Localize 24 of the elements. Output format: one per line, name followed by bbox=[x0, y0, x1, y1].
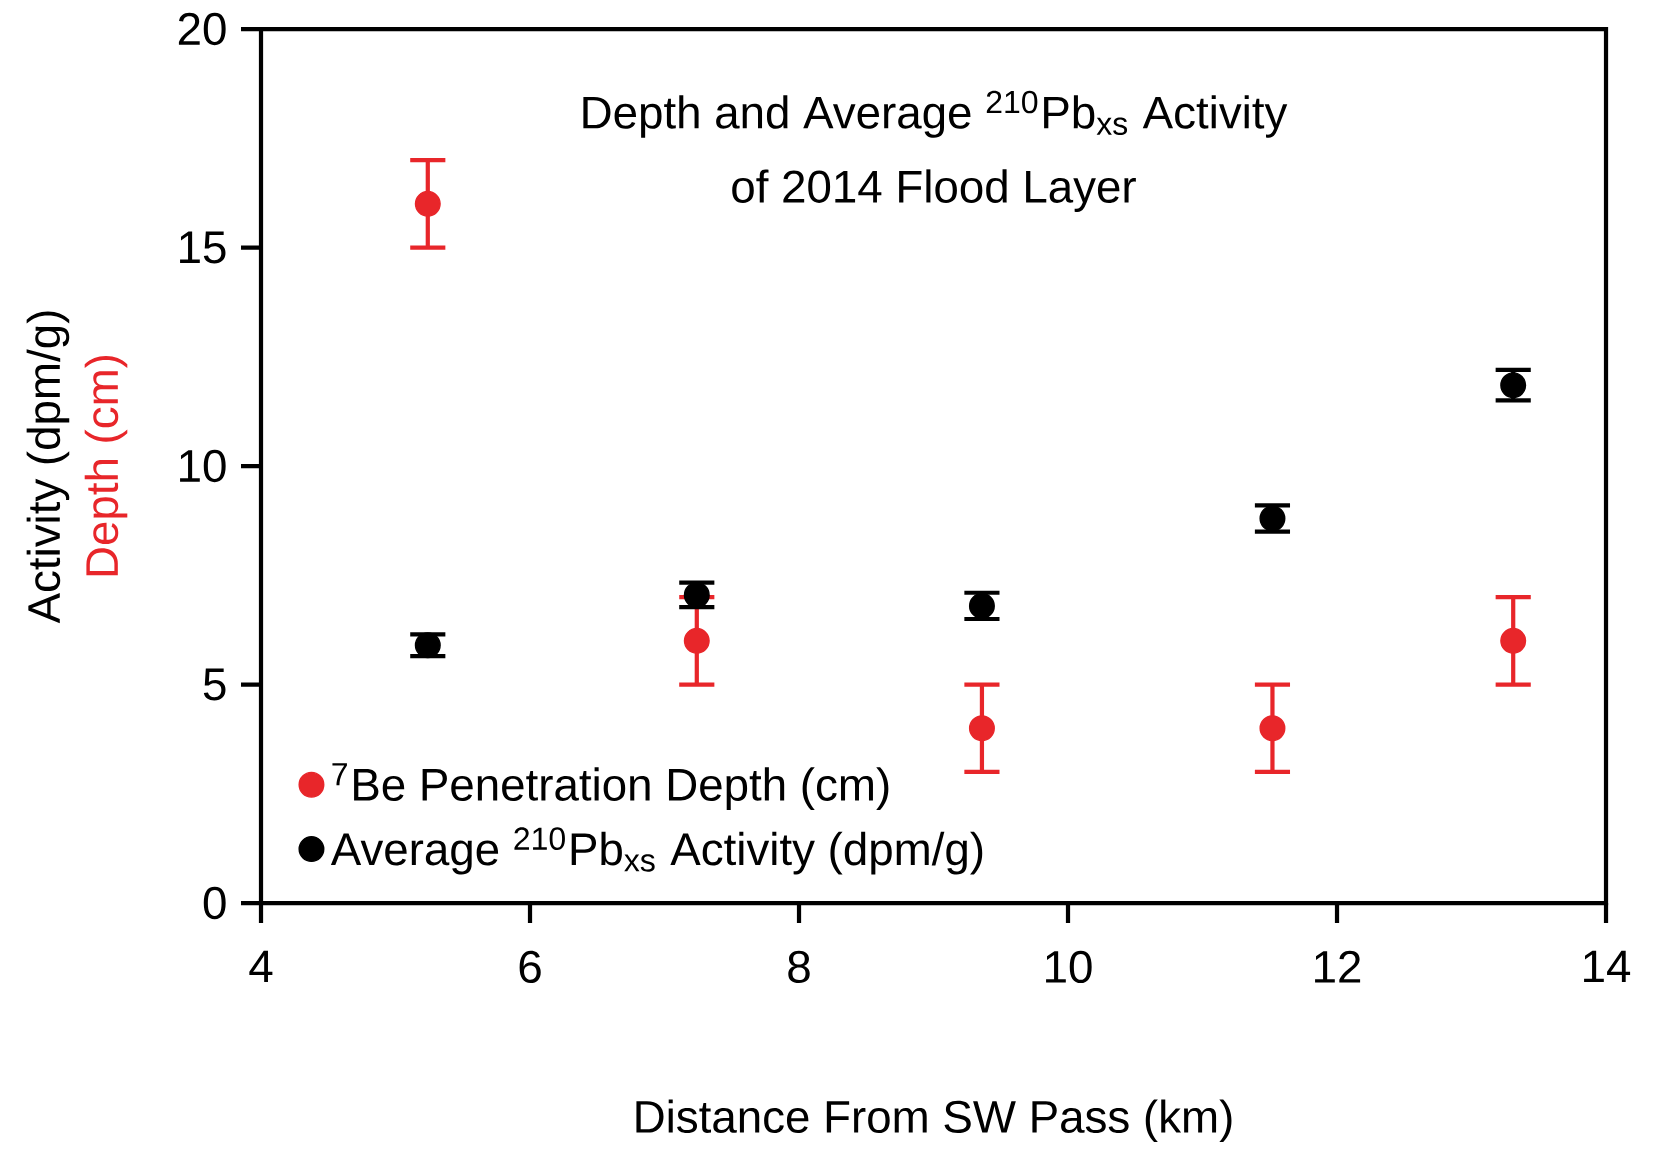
y-tick-label: 15 bbox=[180, 231, 226, 264]
text: of 2014 Flood Layer bbox=[732, 169, 1136, 212]
x-tick-label: 10 bbox=[1046, 950, 1092, 984]
x-tick-label: 12 bbox=[1315, 950, 1361, 983]
point bbox=[1259, 715, 1286, 742]
y-axis-title: Activity (dpm/g) bbox=[26, 311, 70, 624]
point bbox=[683, 627, 710, 654]
y-tick-label: 10 bbox=[180, 449, 226, 483]
y-tick-label: 5 bbox=[203, 668, 226, 701]
y-tick-label: 0 bbox=[203, 886, 226, 920]
legend-label: $^{7}$Be Penetration Depth (cm) bbox=[332, 763, 889, 810]
x-axis-title: Distance From SW Pass (km) bbox=[636, 1099, 1232, 1143]
x-tick-label: 14 bbox=[1584, 950, 1631, 983]
point bbox=[414, 632, 441, 659]
point bbox=[968, 715, 995, 742]
x-tick-label: 4 bbox=[249, 950, 273, 983]
point bbox=[414, 190, 441, 217]
text: Depth and Average $^{210}$Pb$_{xs}$ Activity bbox=[583, 90, 1288, 138]
y-tick-label: 20 bbox=[178, 12, 226, 46]
legend-label: Average $^{210}$Pb$_{xs}$ Activity (dpm/g) bbox=[330, 827, 983, 875]
x-tick-label: 8 bbox=[788, 950, 810, 984]
text: Depth (cm) bbox=[84, 355, 128, 576]
point bbox=[1500, 627, 1527, 654]
x-tick-label: 6 bbox=[519, 950, 541, 984]
